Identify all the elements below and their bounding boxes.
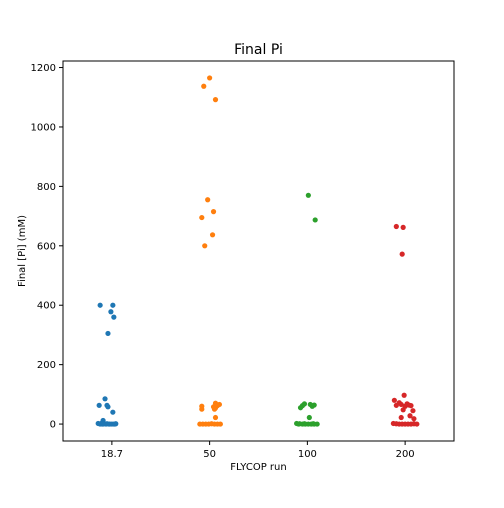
data-point: [211, 406, 218, 412]
data-point: [201, 83, 207, 89]
axis-ticks: 0 200 400 600 800 1000 1200 18.7 50 100 200: [31, 63, 415, 460]
data-point: [205, 197, 211, 203]
data-point: [102, 396, 108, 402]
data-point: [398, 401, 404, 408]
data-point: [202, 243, 208, 249]
y-tick-label: 400: [37, 301, 56, 312]
data-point: [97, 302, 103, 308]
data-point: [295, 421, 302, 427]
x-tick-label: 50: [203, 449, 216, 460]
data-point: [210, 209, 217, 215]
data-point: [212, 414, 219, 421]
data-point: [199, 406, 205, 412]
x-axis-label: FLYCOP run: [230, 462, 286, 473]
data-point: [110, 409, 116, 415]
data-point: [410, 408, 416, 414]
data-point: [400, 224, 406, 230]
data-point: [108, 309, 114, 315]
data-point: [393, 223, 399, 230]
y-tick-label: 800: [37, 182, 56, 193]
data-point: [408, 403, 414, 409]
data-point: [407, 413, 413, 419]
data-point: [393, 402, 399, 408]
data-point: [212, 97, 219, 103]
data-point: [312, 217, 318, 223]
data-point: [306, 414, 312, 421]
data-point: [399, 251, 405, 257]
data-point: [111, 314, 117, 320]
x-tick-label: 100: [298, 449, 317, 460]
data-point: [297, 405, 304, 411]
data-point: [105, 330, 111, 337]
data-point: [96, 402, 102, 408]
data-point: [209, 232, 216, 238]
data-point: [398, 414, 404, 421]
data-point: [310, 421, 316, 427]
data-point: [105, 404, 111, 410]
x-tick-label: 200: [396, 449, 415, 460]
data-point: [112, 421, 118, 427]
data-point: [199, 214, 205, 221]
data-point: [401, 392, 407, 398]
data-point: [110, 302, 116, 308]
data-point: [305, 192, 311, 198]
data-point: [314, 421, 320, 427]
data-point: [207, 75, 213, 81]
data-point: [400, 407, 406, 413]
data-points: [95, 75, 420, 427]
data-point: [99, 421, 105, 427]
y-tick-label: 600: [37, 241, 56, 252]
data-point: [217, 421, 223, 427]
y-axis-label: Final [Pi] (mM): [17, 215, 28, 287]
y-tick-label: 200: [37, 360, 56, 371]
y-tick-label: 1000: [31, 122, 56, 133]
y-tick-label: 1200: [31, 63, 56, 74]
plot-frame: [62, 60, 455, 442]
data-point: [301, 421, 308, 427]
data-point: [309, 403, 315, 409]
data-point: [414, 421, 420, 427]
data-point: [391, 397, 397, 403]
x-tick-label: 18.7: [101, 449, 123, 460]
chart-title: Final Pi: [234, 42, 283, 58]
data-point: [107, 421, 113, 427]
y-tick-label: 0: [50, 420, 56, 431]
data-point: [411, 416, 417, 422]
